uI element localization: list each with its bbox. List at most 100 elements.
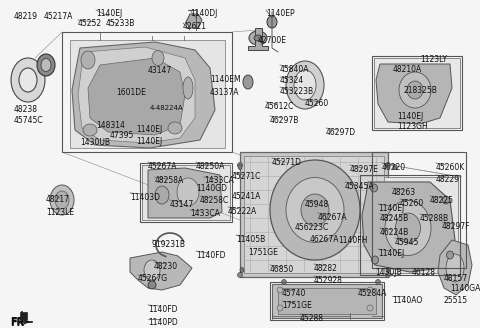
Ellipse shape xyxy=(277,287,283,293)
Polygon shape xyxy=(248,28,268,50)
Text: 1433CA: 1433CA xyxy=(204,176,234,185)
Text: 453223B: 453223B xyxy=(280,87,314,96)
Ellipse shape xyxy=(277,305,283,311)
Text: 1123LE: 1123LE xyxy=(46,208,74,217)
Text: 1140FD: 1140FD xyxy=(196,251,226,260)
Ellipse shape xyxy=(367,287,373,293)
Text: 25515: 25515 xyxy=(444,296,468,305)
Ellipse shape xyxy=(155,186,169,204)
Ellipse shape xyxy=(240,268,244,273)
Text: 48258C: 48258C xyxy=(200,196,229,205)
Text: 1140EJ: 1140EJ xyxy=(397,112,423,121)
Text: 46297D: 46297D xyxy=(326,128,356,137)
Text: 1140EJ: 1140EJ xyxy=(378,204,404,213)
Text: 48230: 48230 xyxy=(154,262,178,271)
Ellipse shape xyxy=(286,177,344,242)
Text: FR: FR xyxy=(10,318,24,328)
Ellipse shape xyxy=(446,251,454,259)
Text: 42621: 42621 xyxy=(183,22,207,31)
Text: 45260: 45260 xyxy=(305,99,329,108)
Ellipse shape xyxy=(177,178,199,206)
Bar xyxy=(244,156,384,273)
Text: 45840A: 45840A xyxy=(280,65,310,74)
Text: 1140FH: 1140FH xyxy=(338,236,367,245)
Text: 1140PD: 1140PD xyxy=(148,318,178,327)
Text: 45948: 45948 xyxy=(305,200,329,209)
Ellipse shape xyxy=(386,268,390,273)
Bar xyxy=(140,163,232,222)
Text: FR: FR xyxy=(10,317,24,327)
Ellipse shape xyxy=(168,122,182,134)
Text: 48282: 48282 xyxy=(314,264,338,273)
Ellipse shape xyxy=(375,279,381,284)
Ellipse shape xyxy=(81,51,95,69)
Text: 1433CA: 1433CA xyxy=(190,209,220,218)
Ellipse shape xyxy=(281,279,287,284)
Text: 1140EJ: 1140EJ xyxy=(136,137,162,146)
Polygon shape xyxy=(72,42,215,148)
Text: 48219: 48219 xyxy=(14,12,38,21)
Text: 47395: 47395 xyxy=(110,131,134,140)
Ellipse shape xyxy=(50,185,74,215)
Bar xyxy=(372,56,462,130)
Text: 45233B: 45233B xyxy=(106,19,135,28)
Text: 1140EJ: 1140EJ xyxy=(96,9,122,18)
Text: 45271C: 45271C xyxy=(232,172,262,181)
Text: 45241A: 45241A xyxy=(232,192,262,201)
Bar xyxy=(360,175,460,275)
Text: 45288B: 45288B xyxy=(420,214,449,223)
Ellipse shape xyxy=(407,81,423,99)
Text: 45345A: 45345A xyxy=(345,182,374,191)
Polygon shape xyxy=(186,14,202,28)
Text: 48245B: 48245B xyxy=(380,214,409,223)
Text: 4-48224A: 4-48224A xyxy=(150,105,184,111)
Polygon shape xyxy=(70,40,225,148)
Text: 1140GD: 1140GD xyxy=(196,184,227,193)
Ellipse shape xyxy=(399,72,431,108)
Text: 42700E: 42700E xyxy=(258,36,287,45)
Text: 1140DJ: 1140DJ xyxy=(190,9,217,18)
Bar xyxy=(20,312,27,320)
Text: 48297E: 48297E xyxy=(350,165,379,174)
Text: 11403D: 11403D xyxy=(130,193,160,202)
Polygon shape xyxy=(438,240,472,295)
Ellipse shape xyxy=(152,51,164,66)
Ellipse shape xyxy=(385,162,391,168)
Text: 11405B: 11405B xyxy=(236,235,265,244)
Polygon shape xyxy=(88,58,185,135)
Ellipse shape xyxy=(19,68,37,92)
Ellipse shape xyxy=(243,75,253,89)
Polygon shape xyxy=(362,182,455,272)
Ellipse shape xyxy=(294,70,316,100)
Text: 46267A: 46267A xyxy=(310,235,339,244)
Text: 46297B: 46297B xyxy=(270,116,300,125)
Text: 45252: 45252 xyxy=(78,19,102,28)
Text: 45222A: 45222A xyxy=(228,207,257,216)
Text: 48250A: 48250A xyxy=(196,162,226,171)
Ellipse shape xyxy=(11,58,45,102)
Text: 48238: 48238 xyxy=(14,105,38,114)
Text: 1751GE: 1751GE xyxy=(248,248,278,257)
Ellipse shape xyxy=(270,160,360,260)
Text: 43137A: 43137A xyxy=(210,88,240,97)
Ellipse shape xyxy=(267,16,277,28)
Text: 45612C: 45612C xyxy=(265,102,294,111)
Text: 1140FD: 1140FD xyxy=(148,305,178,314)
Text: 1140GA: 1140GA xyxy=(450,284,480,293)
Polygon shape xyxy=(148,168,222,218)
Text: 45267A: 45267A xyxy=(148,162,178,171)
Text: 46267A: 46267A xyxy=(318,213,348,222)
Text: 46850: 46850 xyxy=(270,265,294,274)
Text: 1140AO: 1140AO xyxy=(392,296,422,305)
Ellipse shape xyxy=(37,54,55,76)
Polygon shape xyxy=(376,64,452,124)
Text: 456223C: 456223C xyxy=(295,223,329,232)
Text: 45271D: 45271D xyxy=(272,158,302,167)
Text: 45945: 45945 xyxy=(395,238,420,247)
Text: 46224B: 46224B xyxy=(380,228,409,237)
Ellipse shape xyxy=(371,184,377,192)
Ellipse shape xyxy=(183,77,193,99)
Text: 45260K: 45260K xyxy=(436,163,465,172)
Ellipse shape xyxy=(286,61,324,109)
Bar xyxy=(278,288,376,314)
